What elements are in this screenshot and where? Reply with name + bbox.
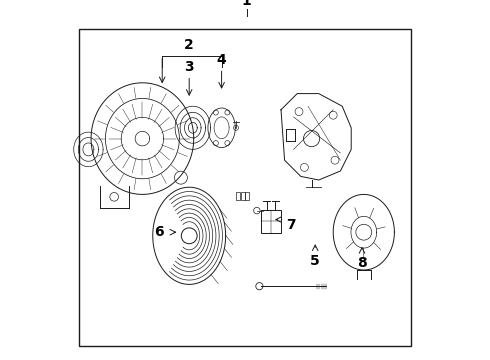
Text: 4: 4 [217, 53, 226, 67]
Bar [79, 29, 411, 346]
Text: 5: 5 [310, 254, 320, 268]
Text: 7: 7 [286, 218, 296, 232]
Text: 6: 6 [154, 225, 164, 239]
Bar [236, 192, 240, 200]
Text: 3: 3 [184, 60, 194, 74]
Text: 2: 2 [184, 38, 194, 52]
Bar [261, 210, 281, 233]
Text: 8: 8 [357, 256, 367, 270]
Bar [241, 192, 245, 200]
Text: 1: 1 [242, 0, 252, 8]
Bar [245, 192, 249, 200]
